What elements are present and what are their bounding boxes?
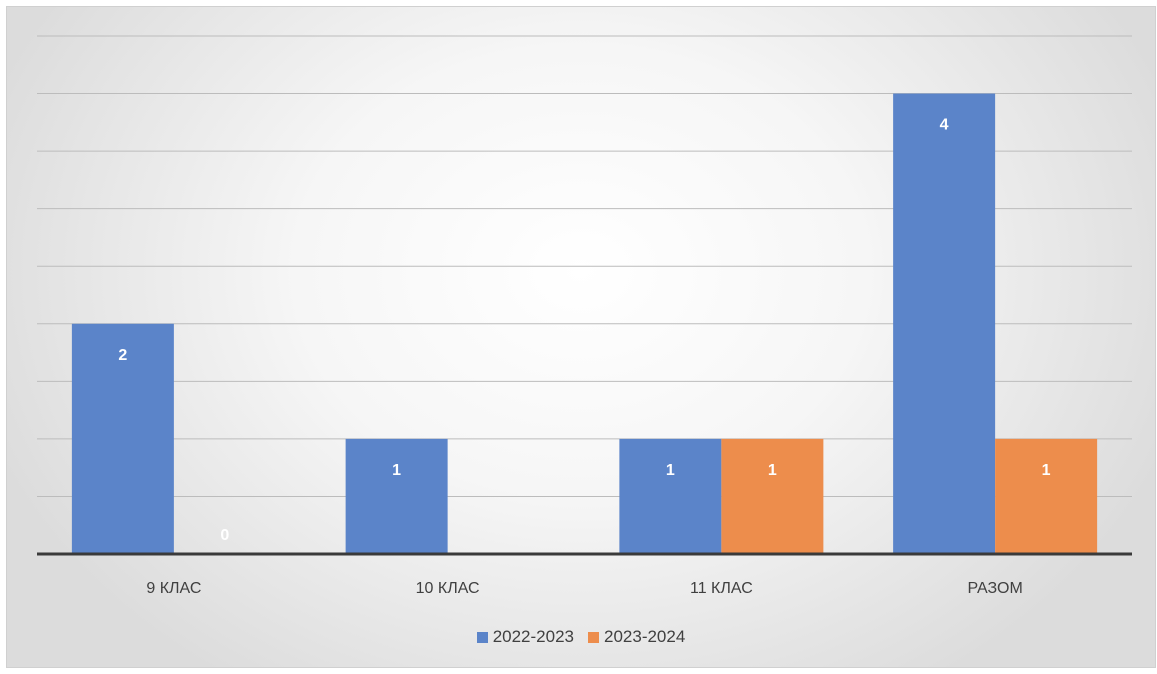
data-label-2-3: 1 (768, 462, 777, 479)
bar-1-2 (345, 438, 448, 554)
legend-item-series-2: 2023-2024 (588, 627, 685, 647)
x-tick-label-4: РАЗОМ (967, 580, 1022, 597)
x-tick-label-1: 9 КЛАС (146, 580, 201, 597)
data-label-2-4: 1 (1042, 462, 1051, 479)
legend-swatch-series-2 (588, 631, 599, 643)
bar-1-3 (619, 438, 722, 554)
bar-1-1 (71, 323, 174, 554)
gridlines (37, 35, 1132, 497)
legend-item-series-1: 2022-2023 (476, 627, 574, 647)
data-labels: 2 0 1 1 1 4 1 (118, 117, 1050, 544)
x-tick-label-2: 10 КЛАС (416, 580, 480, 597)
legend-label-series-1: 2022-2023 (492, 627, 574, 646)
data-label-2-1: 0 (220, 527, 229, 544)
data-label-1-3: 1 (666, 462, 675, 479)
legend: 2022-2023 2023-2024 (7, 627, 1155, 647)
x-tick-label-3: 11 КЛАС (690, 580, 753, 597)
legend-label-series-2: 2023-2024 (604, 627, 686, 646)
bars (71, 93, 1098, 555)
data-label-1-4: 4 (940, 117, 949, 134)
data-label-1-2: 1 (392, 462, 401, 479)
bar-1-4 (893, 93, 996, 555)
bar-2-3 (721, 438, 824, 554)
legend-swatch-series-1 (476, 631, 488, 643)
bar-2-4 (995, 438, 1098, 554)
x-tick-labels: 9 КЛАС 10 КЛАС 11 КЛАС РАЗОМ (146, 580, 1022, 597)
bar-chart: 2 0 1 1 1 4 1 9 КЛАС 10 КЛАС 11 КЛАС РАЗОМ (37, 35, 1132, 597)
data-label-1-1: 2 (118, 347, 127, 364)
chart-area: 2 0 1 1 1 4 1 9 КЛАС 10 КЛАС 11 КЛАС РАЗОМ 2022-2… (6, 6, 1156, 668)
